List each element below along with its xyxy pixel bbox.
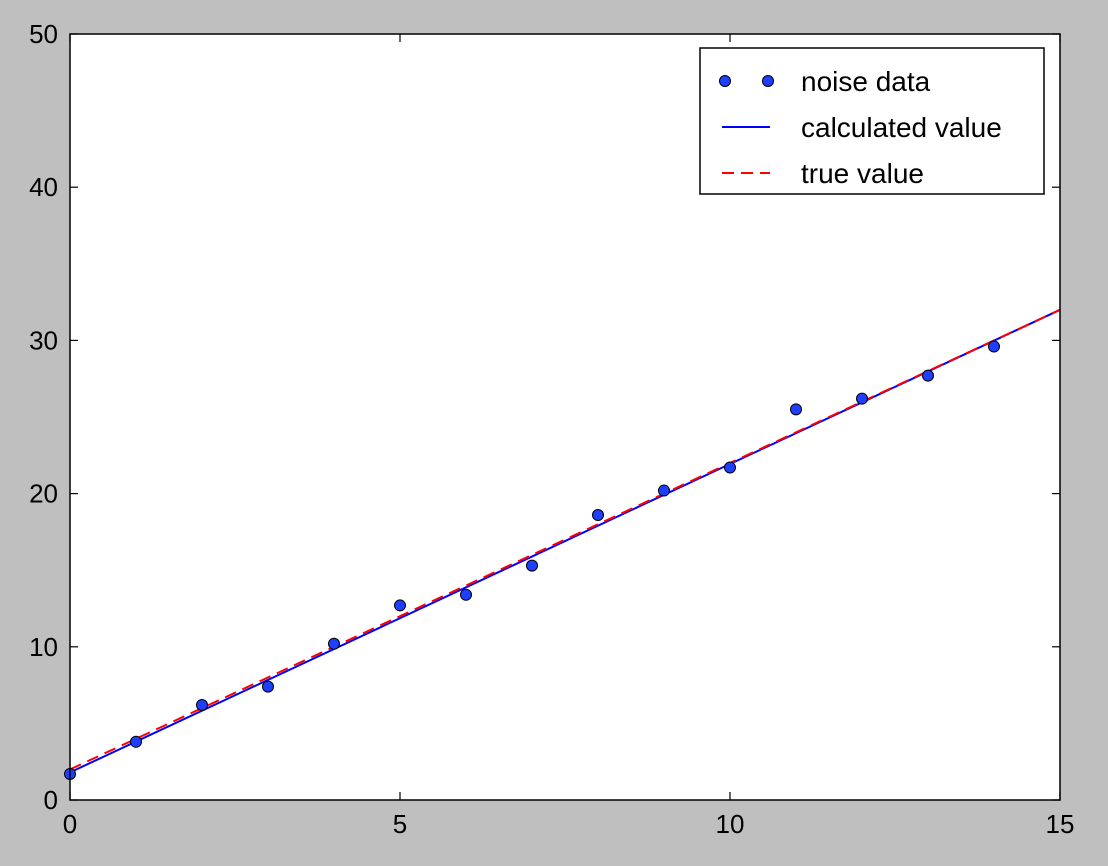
plot-frame [69, 33, 1061, 801]
data-point-8 [592, 509, 604, 522]
y-tick-label: 20 [29, 479, 58, 509]
legend-label: calculated value [801, 112, 1002, 143]
data-point-3 [262, 680, 274, 693]
data-point-6 [460, 588, 472, 601]
series-line-2 [69, 308, 1061, 771]
data-point-5 [394, 599, 406, 612]
y-tick-label: 0 [44, 785, 58, 815]
legend-box [699, 47, 1045, 195]
data-layer [64, 308, 1061, 780]
x-tick-label: 10 [716, 809, 745, 839]
series-line-1 [69, 308, 1061, 774]
data-point-7 [526, 559, 538, 572]
legend-label: true value [801, 158, 924, 189]
y-tick-label: 10 [29, 632, 58, 662]
legend-label: noise data [801, 66, 931, 97]
x-tick-label: 15 [1046, 809, 1075, 839]
y-tick-label: 50 [29, 19, 58, 49]
legend-marker [719, 75, 731, 87]
legend-marker [762, 75, 774, 87]
y-tick-label: 30 [29, 325, 58, 355]
data-point-4 [328, 637, 340, 650]
data-point-1 [130, 735, 142, 748]
legend: noise data calculated value true value [699, 47, 1045, 195]
data-point-11 [790, 403, 802, 416]
x-tick-label: 0 [63, 809, 77, 839]
ticks-layer: 0 5 10 15 0 10 20 30 40 50 [29, 19, 1074, 839]
data-point-2 [196, 699, 208, 712]
data-point-13 [922, 369, 934, 382]
data-point-14 [988, 340, 1000, 353]
x-tick-label: 5 [393, 809, 407, 839]
data-point-12 [856, 392, 868, 405]
y-tick-label: 40 [29, 172, 58, 202]
data-point-10 [724, 461, 736, 474]
data-point-9 [658, 484, 670, 497]
